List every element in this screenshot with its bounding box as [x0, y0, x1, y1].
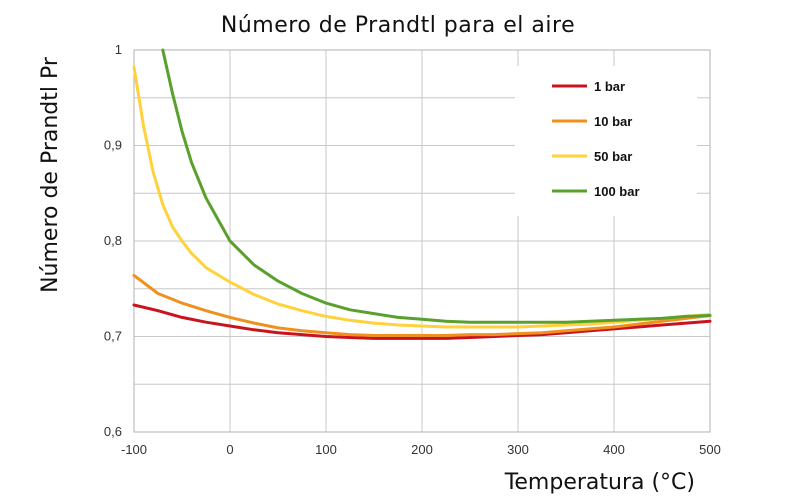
- x-axis-title: Temperatura (°C): [504, 470, 695, 495]
- x-tick-label: 500: [699, 442, 721, 457]
- x-tick-label: 400: [603, 442, 625, 457]
- y-axis-title: Número de Prandtl Pr: [38, 56, 63, 293]
- legend: 1 bar 10 bar 50 bar 100 bar: [515, 66, 697, 216]
- series-line-50-bar: [132, 65, 712, 329]
- series-line-1-bar: [132, 303, 712, 340]
- legend-label: 1 bar: [594, 79, 625, 94]
- legend-box: [515, 66, 697, 216]
- tick-labels: -100 0 100 200 300 400 500 0,6 0,7 0,8 0,9 1: [104, 42, 721, 457]
- y-tick-label: 1: [115, 42, 122, 57]
- series-line-100-bar: [161, 48, 712, 324]
- series-lines: [132, 48, 712, 340]
- x-tick-label: 100: [315, 442, 337, 457]
- x-tick-label: 200: [411, 442, 433, 457]
- chart-title: Número de Prandtl para el aire: [221, 13, 575, 38]
- plot-frame: [133, 49, 711, 433]
- x-tick-label: 0: [226, 442, 233, 457]
- y-tick-label: 0,6: [104, 424, 122, 439]
- x-tick-label: -100: [121, 442, 147, 457]
- series-line-10-bar: [132, 273, 712, 337]
- legend-label: 50 bar: [594, 149, 632, 164]
- y-tick-label: 0,7: [104, 329, 122, 344]
- y-tick-label: 0,8: [104, 233, 122, 248]
- legend-label: 10 bar: [594, 114, 632, 129]
- legend-label: 100 bar: [594, 184, 640, 199]
- y-tick-label: 0,9: [104, 138, 122, 153]
- x-tick-label: 300: [507, 442, 529, 457]
